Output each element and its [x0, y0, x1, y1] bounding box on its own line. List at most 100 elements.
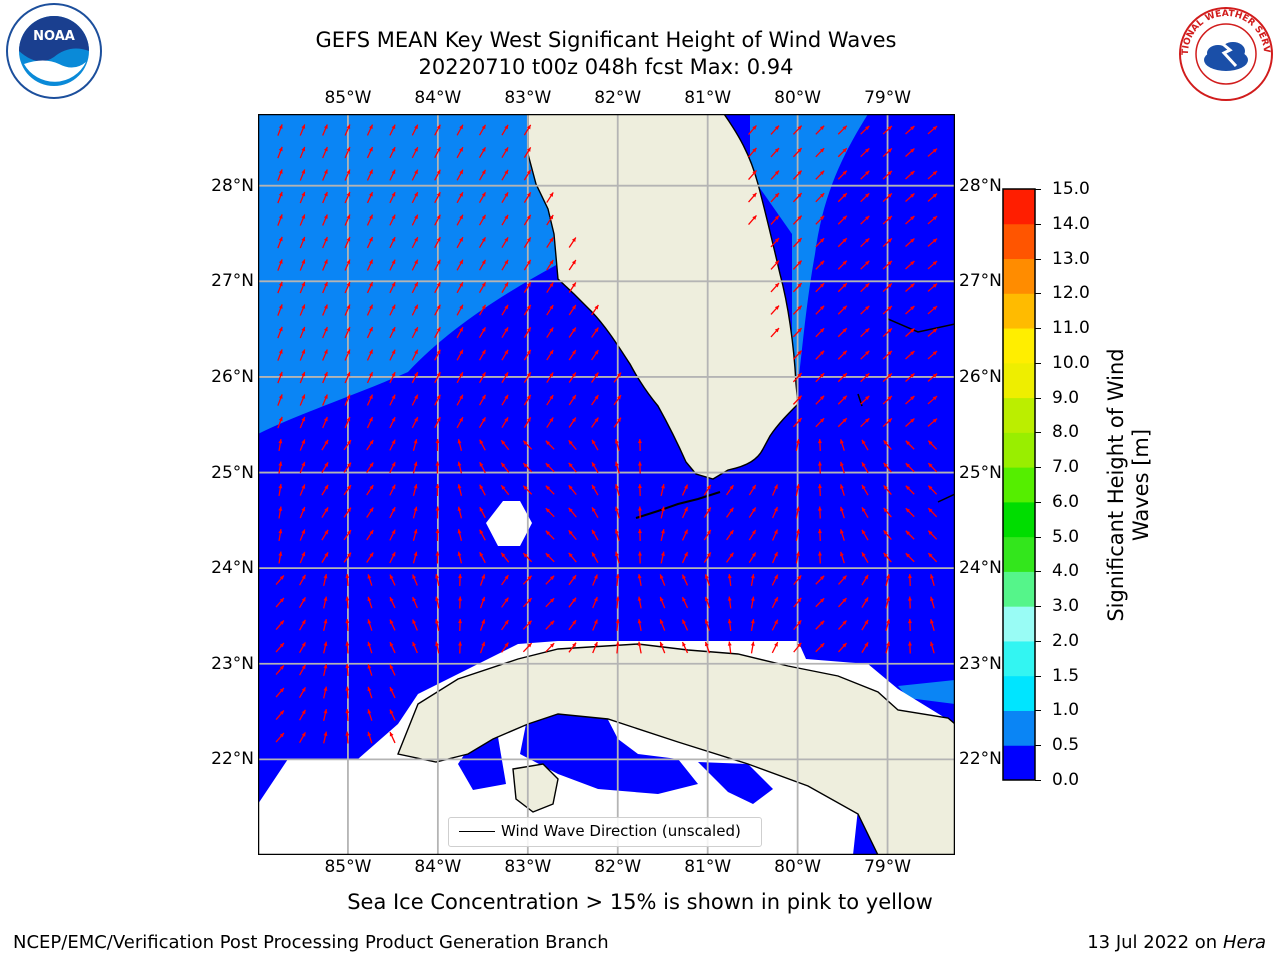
wave-arrow [522, 485, 533, 495]
wave-arrow [545, 620, 555, 630]
colorbar-tick-label-13: 11.0 [1052, 318, 1090, 339]
wave-arrow [299, 439, 306, 451]
colorbar-tick-label-11: 9.0 [1052, 387, 1080, 408]
wave-arrow [367, 731, 373, 744]
wave-arrow [344, 304, 351, 316]
wave-arrow [905, 193, 915, 202]
wave-arrow [591, 506, 599, 519]
wave-arrow [817, 438, 822, 452]
colorbar-tick-mark-15 [1035, 258, 1041, 260]
wave-arrow [860, 215, 870, 225]
wave-arrow [885, 619, 890, 631]
wave-arrow [771, 641, 779, 654]
wave-arrow [861, 619, 869, 631]
lat-label-left-1: 27°N [211, 271, 254, 292]
colorbar-tick-mark-13 [1035, 328, 1041, 330]
wave-arrow [546, 214, 554, 226]
wave-arrow [434, 146, 441, 159]
wave-arrow [815, 350, 825, 360]
wave-arrow [457, 439, 463, 451]
wave-arrow [837, 192, 848, 203]
wave-arrow [411, 146, 419, 159]
wave-arrow [367, 664, 373, 676]
wave-arrow [726, 529, 734, 541]
wave-arrow [435, 461, 440, 474]
wave-arrow [882, 215, 893, 225]
colorbar-segment-14 [1003, 258, 1035, 294]
wave-arrow [927, 395, 938, 405]
wave-arrow [815, 305, 825, 315]
wave-arrow [703, 484, 712, 496]
wave-arrow [727, 573, 732, 587]
colorbar-tick-mark-17 [1035, 189, 1041, 190]
wave-arrow [839, 506, 845, 519]
wave-arrow [568, 394, 577, 406]
wave-arrow [861, 552, 869, 563]
wave-arrow [411, 394, 419, 406]
wave-arrow [837, 125, 848, 135]
wave-arrow [839, 461, 845, 474]
wave-arrow [412, 619, 418, 631]
wave-arrow [726, 552, 734, 563]
wave-arrow [792, 260, 803, 270]
ocean-mid-atlantic [750, 114, 868, 384]
isla-juventud-land [512, 763, 559, 813]
footer-date: 13 Jul 2022 on Hera [1087, 932, 1266, 953]
wave-arrow [882, 260, 893, 270]
wave-arrow [366, 552, 374, 563]
wave-arrow [726, 507, 734, 518]
wave-arrow [792, 170, 803, 180]
wave-arrow [299, 326, 306, 339]
wave-arrow [905, 552, 915, 563]
wave-arrow [770, 147, 780, 158]
wave-arrow [660, 506, 665, 519]
wave-arrow [412, 439, 418, 451]
wave-arrow [727, 618, 732, 632]
wave-arrow [299, 641, 306, 654]
colorbar-tick-mark-7 [1035, 536, 1041, 538]
wave-arrow [592, 619, 598, 631]
wave-arrow [860, 350, 870, 360]
wave-arrow [882, 237, 893, 248]
wave-arrow [905, 170, 915, 180]
bahamas-island-3 [937, 493, 955, 503]
chart-subtitle: 20220710 t00z 048h fcst Max: 0.94 [418, 55, 794, 79]
wave-arrow [278, 506, 283, 519]
wave-arrow [299, 461, 306, 474]
wave-arrow [795, 528, 800, 542]
wave-arrow [299, 686, 306, 699]
wave-arrow [366, 169, 374, 181]
wave-arrow [457, 506, 463, 519]
wave-arrow [366, 281, 374, 294]
wave-height-map[interactable] [258, 114, 955, 855]
wave-arrow [726, 484, 734, 496]
wave-arrow [411, 236, 419, 249]
wave-arrow [905, 215, 915, 225]
wave-arrow [885, 574, 890, 586]
wave-arrow [411, 191, 419, 204]
wave-arrow [323, 709, 328, 721]
wave-arrow [545, 485, 555, 495]
wave-arrow [591, 304, 599, 316]
graticule [258, 114, 955, 855]
wave-arrow [479, 484, 486, 496]
colorbar-label-line1: Significant Height of Wind [1104, 348, 1128, 622]
wave-arrow [366, 304, 374, 316]
colorbar-tick-label-2: 1.0 [1052, 700, 1080, 721]
wave-arrow [861, 462, 869, 473]
wave-arrow [838, 597, 847, 608]
wave-arrow [434, 169, 441, 181]
wave-arrow [615, 551, 620, 564]
colorbar-segment-8 [1003, 467, 1035, 503]
colorbar-segment-11 [1003, 362, 1035, 399]
wave-arrow [815, 215, 825, 225]
wave-arrow [389, 461, 396, 474]
wave-arrow [927, 170, 938, 180]
wave-arrow [591, 461, 599, 474]
wave-arrow [478, 124, 487, 136]
wave-arrow [389, 551, 396, 564]
wave-arrow [748, 125, 757, 135]
wave-arrow [817, 551, 822, 564]
wave-arrow [546, 327, 554, 338]
wave-arrow [930, 596, 935, 609]
